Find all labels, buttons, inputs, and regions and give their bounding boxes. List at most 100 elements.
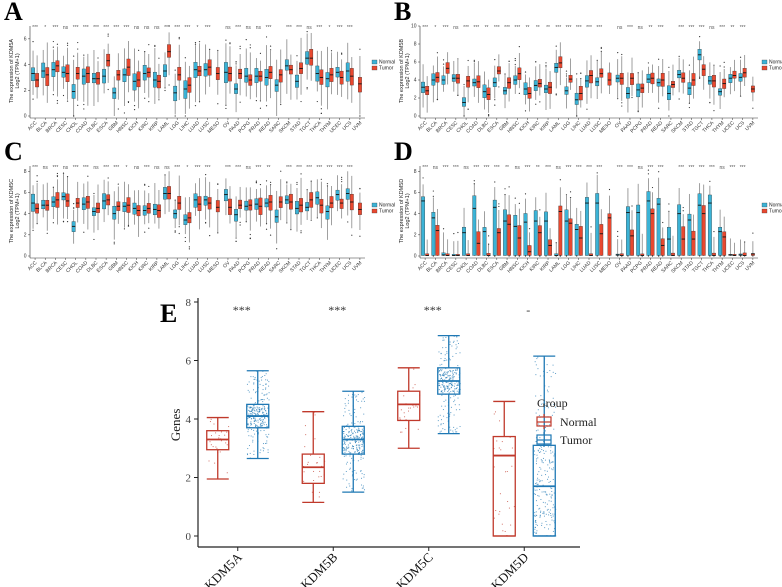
outlier-point xyxy=(617,230,619,233)
tumor-point xyxy=(346,479,348,481)
tumor-point xyxy=(451,345,453,347)
normal-point xyxy=(405,427,407,429)
tumor-point xyxy=(443,400,445,402)
tumor-point xyxy=(266,424,268,426)
outlier-point xyxy=(239,48,241,50)
tumor-point xyxy=(534,521,536,523)
tumor-point xyxy=(452,372,454,374)
normal-point xyxy=(314,438,316,440)
tumor-point xyxy=(534,489,536,491)
outlier-point xyxy=(52,94,54,96)
tumor-point xyxy=(534,528,536,530)
tumor-point xyxy=(453,385,455,387)
x-tick-label: KDM5A xyxy=(202,549,246,587)
tumor-point xyxy=(353,446,355,448)
significance-label: ns xyxy=(225,25,231,31)
tumor-point xyxy=(553,428,555,430)
normal-box xyxy=(523,213,528,256)
x-tick-label: ACC xyxy=(27,120,39,132)
tumor-point xyxy=(249,407,251,409)
outlier-point xyxy=(326,183,329,185)
tumor-point xyxy=(262,419,264,421)
tumor-point xyxy=(348,409,350,411)
tumor-point xyxy=(540,395,542,397)
significance-label: *** xyxy=(443,165,449,171)
significance-label: ** xyxy=(536,25,540,31)
tumor-box xyxy=(177,67,182,81)
tumor-point xyxy=(534,454,536,456)
outlier-point xyxy=(713,255,715,257)
tumor-point xyxy=(454,391,456,393)
significance-label: ns xyxy=(638,165,644,171)
normal-point xyxy=(220,431,222,433)
y-tick-label: 10 xyxy=(411,24,417,30)
normal-point xyxy=(412,404,414,406)
normal-point xyxy=(502,530,504,532)
outlier-point xyxy=(217,103,219,105)
tumor-point xyxy=(535,523,537,525)
y-axis-label: The expression of KDM5D xyxy=(399,179,405,244)
significance-label: ** xyxy=(267,165,271,171)
outlier-point xyxy=(559,255,561,257)
tumor-box xyxy=(507,214,511,256)
tumor-box xyxy=(527,245,532,256)
tumor-point xyxy=(255,391,257,393)
tumor-point xyxy=(441,394,443,396)
outlier-point xyxy=(713,230,715,233)
outlier-point xyxy=(269,45,272,47)
tumor-point xyxy=(355,396,357,398)
x-tick-label: UCS xyxy=(341,120,353,132)
significance-label: ns xyxy=(164,165,170,171)
tumor-box xyxy=(660,238,665,256)
tumor-point xyxy=(457,397,459,399)
outlier-point xyxy=(286,182,288,184)
tumor-point xyxy=(539,481,541,483)
tumor-point xyxy=(551,461,553,463)
tumor-point xyxy=(252,441,254,443)
significance-label: *** xyxy=(678,165,684,171)
tumor-point xyxy=(254,433,256,435)
x-tick-label: KDM5C xyxy=(393,550,436,587)
outlier-point xyxy=(637,72,639,74)
x-tick-label: UCS xyxy=(734,120,746,132)
tumor-point xyxy=(344,411,346,413)
normal-point xyxy=(493,517,495,519)
tumor-point xyxy=(357,437,359,439)
tumor-point xyxy=(447,387,449,389)
outlier-point xyxy=(239,224,241,226)
tumor-point xyxy=(442,409,444,411)
tumor-point xyxy=(254,407,256,409)
significance-label: ** xyxy=(546,25,550,31)
x-tick-label: KIRC xyxy=(529,260,542,273)
panel-letter: D xyxy=(394,137,413,166)
outlier-point xyxy=(188,246,190,248)
outlier-point xyxy=(83,103,85,106)
y-tick-label: 2 xyxy=(24,233,27,239)
tumor-point xyxy=(443,386,445,388)
significance-label: *** xyxy=(545,165,551,171)
normal-point xyxy=(226,444,228,446)
tumor-point xyxy=(360,407,362,409)
tumor-point xyxy=(266,442,268,444)
significance-label: ** xyxy=(526,25,530,31)
tumor-point xyxy=(258,380,260,382)
tumor-point xyxy=(261,422,263,424)
outlier-point xyxy=(255,181,257,183)
legend-normal-label: Normal xyxy=(560,415,597,429)
tumor-point xyxy=(545,427,547,429)
normal-point xyxy=(511,447,513,449)
tumor-point xyxy=(450,371,452,373)
x-tick-label: UCS xyxy=(341,260,353,272)
significance-label: *** xyxy=(729,165,735,171)
significance-label: ns xyxy=(134,25,140,31)
significance-label: *** xyxy=(422,165,428,171)
outlier-point xyxy=(73,55,75,57)
tumor-point xyxy=(449,382,451,384)
outlier-point xyxy=(296,183,298,185)
tumor-point xyxy=(555,372,557,374)
tumor-point xyxy=(248,409,250,411)
tumor-point xyxy=(347,400,349,402)
tumor-box xyxy=(157,204,161,218)
outlier-point xyxy=(56,175,59,177)
tumor-point xyxy=(260,425,262,427)
